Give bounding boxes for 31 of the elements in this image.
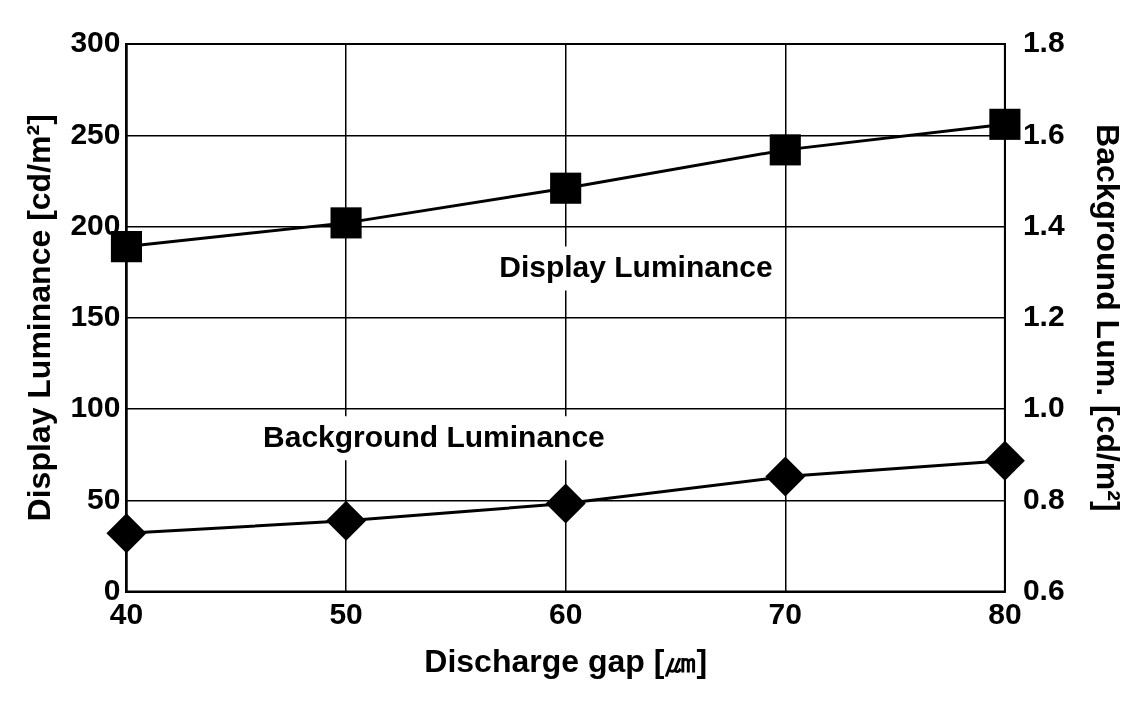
y-axis-title: Display Luminance [cd/m²] (21, 114, 58, 522)
y2-tick-label: 0.6 (1022, 572, 1065, 606)
x-tick-label: 80 (988, 596, 1022, 630)
y-tick-label: 150 (70, 299, 121, 333)
point (769, 134, 801, 166)
point (984, 440, 1025, 481)
y2-tick-label: 0.8 (1022, 481, 1065, 515)
point (326, 500, 367, 541)
point (106, 513, 147, 554)
y2-tick-label: 1.2 (1022, 299, 1065, 333)
y-tick-label: 250 (70, 116, 121, 150)
y2-axis-title: Background Lum. [cd/m²] (1089, 124, 1126, 512)
y-tick-label: 50 (87, 481, 121, 515)
y2-tick-label: 1.8 (1022, 25, 1065, 59)
series-label: Background Luminance (263, 419, 605, 453)
point (545, 483, 586, 524)
y-tick-label: 300 (70, 25, 121, 59)
point (550, 172, 582, 204)
y-tick-label: 100 (70, 390, 121, 424)
point (765, 456, 806, 497)
y2-tick-label: 1.6 (1022, 116, 1065, 150)
x-axis-title: Discharge gap [㎛] (424, 642, 708, 679)
y2-tick-label: 1.0 (1022, 390, 1065, 424)
x-tick-label: 50 (329, 596, 363, 630)
series-label: Display Luminance (499, 249, 773, 283)
y-tick-label: 200 (70, 207, 121, 241)
y2-tick-label: 1.4 (1022, 207, 1065, 241)
point (989, 108, 1021, 140)
point (330, 207, 362, 239)
x-tick-label: 70 (768, 596, 802, 630)
x-tick-label: 60 (548, 596, 583, 630)
